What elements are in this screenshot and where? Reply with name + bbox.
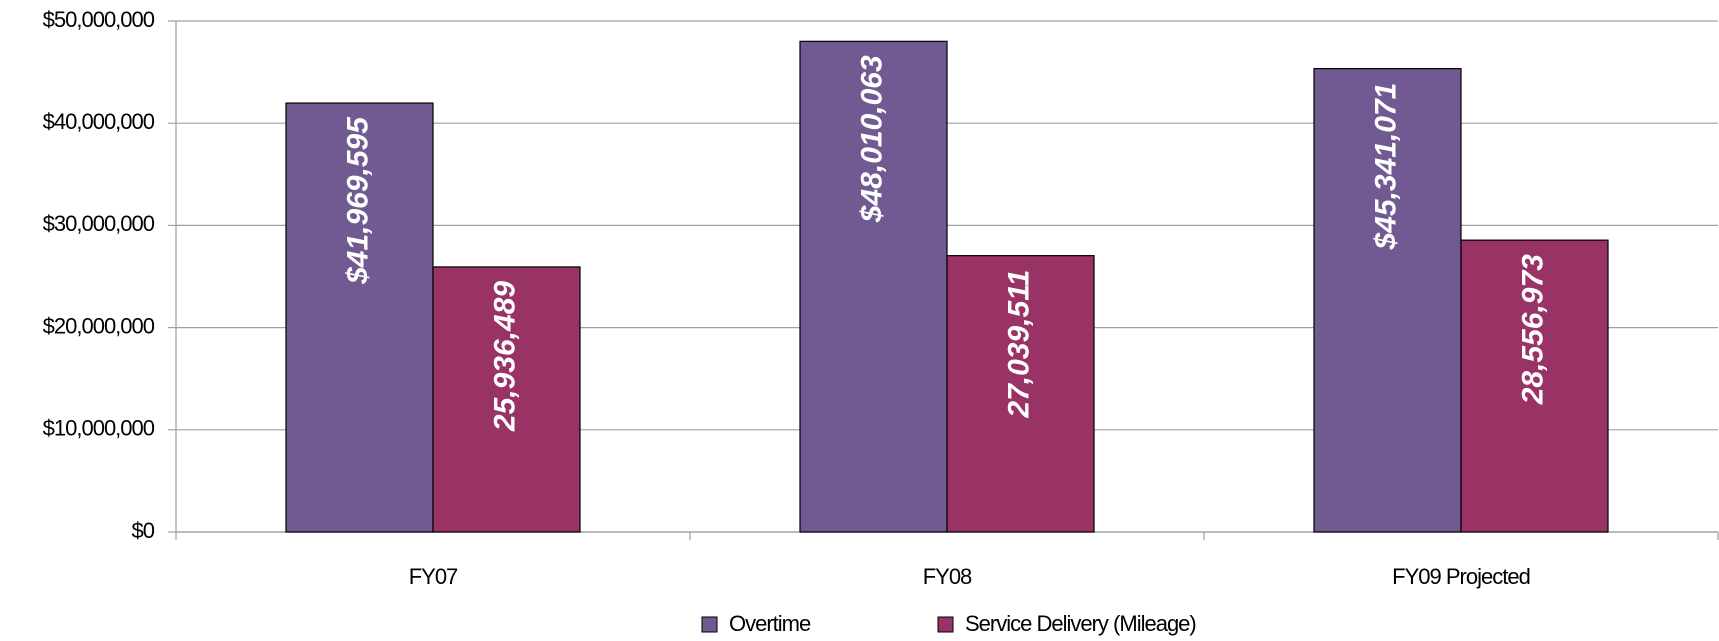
legend-swatch — [701, 616, 718, 633]
x-tick-label: FY07 — [409, 564, 458, 589]
legend-label: Overtime — [729, 611, 811, 636]
legend-swatch — [937, 616, 954, 633]
y-tick-label: $50,000,000 — [43, 7, 155, 32]
x-tick-label: FY09 Projected — [1392, 564, 1530, 589]
y-tick-label: $20,000,000 — [43, 313, 155, 338]
x-tick-label: FY08 — [923, 564, 972, 589]
y-tick-label: $30,000,000 — [43, 211, 155, 236]
bar — [799, 40, 948, 533]
legend-label: Service Delivery (Mileage) — [965, 611, 1196, 636]
bar — [432, 266, 581, 533]
y-tick-label: $0 — [132, 518, 155, 543]
value-label: 25,936,489 — [488, 281, 521, 432]
bar — [1460, 239, 1609, 533]
y-tick-label: $40,000,000 — [43, 109, 155, 134]
bar — [946, 255, 1095, 533]
value-label: $45,341,071 — [1369, 83, 1402, 251]
value-label: $48,010,063 — [855, 55, 888, 223]
y-tick-label: $10,000,000 — [43, 416, 155, 441]
bar — [285, 102, 434, 533]
value-label: 27,039,511 — [1002, 270, 1035, 419]
value-label: 28,556,973 — [1516, 254, 1549, 405]
value-label: $41,969,595 — [341, 116, 374, 285]
